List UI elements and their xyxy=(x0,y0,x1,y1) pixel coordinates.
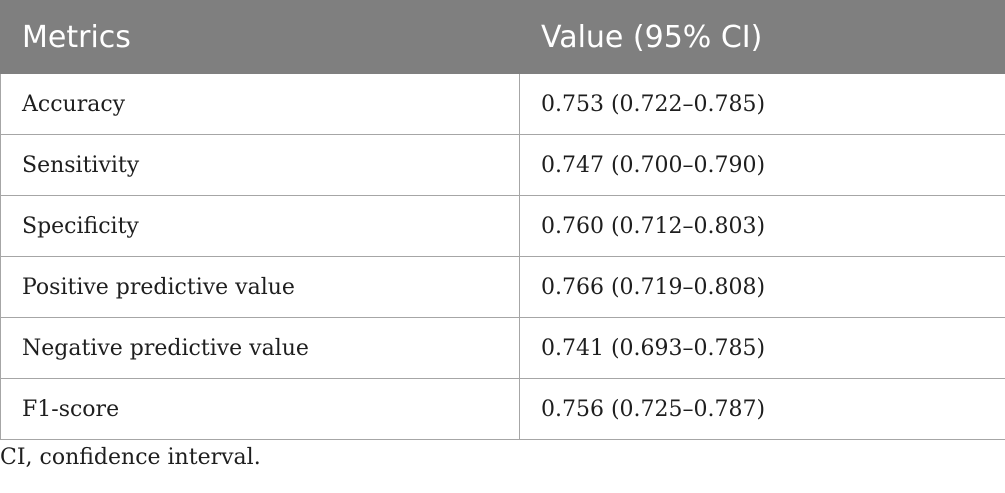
metric-cell: Accuracy xyxy=(0,73,520,135)
table-row: F1-score 0.756 (0.725–0.787) xyxy=(0,378,1005,440)
value-cell: 0.760 (0.712–0.803) xyxy=(519,195,1005,257)
table-row: Negative predictive value 0.741 (0.693–0… xyxy=(0,317,1005,379)
table-footnote: CI, confidence interval. xyxy=(0,445,261,470)
table-row: Sensitivity 0.747 (0.700–0.790) xyxy=(0,134,1005,196)
metric-cell: Specificity xyxy=(0,195,520,257)
table-header: Metrics Value (95% CI) xyxy=(0,0,1005,74)
metric-cell: F1-score xyxy=(0,378,520,440)
header-row: Metrics Value (95% CI) xyxy=(0,0,1005,74)
value-cell: 0.741 (0.693–0.785) xyxy=(519,317,1005,379)
value-cell: 0.747 (0.700–0.790) xyxy=(519,134,1005,196)
metrics-table: Metrics Value (95% CI) Accuracy 0.753 (0… xyxy=(0,0,1005,440)
table-row: Positive predictive value 0.766 (0.719–0… xyxy=(0,256,1005,318)
table-body: Accuracy 0.753 (0.722–0.785) Sensitivity… xyxy=(0,73,1005,440)
metric-cell: Negative predictive value xyxy=(0,317,520,379)
metric-cell: Sensitivity xyxy=(0,134,520,196)
value-cell: 0.766 (0.719–0.808) xyxy=(519,256,1005,318)
metrics-table-container: Metrics Value (95% CI) Accuracy 0.753 (0… xyxy=(0,0,1005,440)
value-cell: 0.756 (0.725–0.787) xyxy=(519,378,1005,440)
header-metrics: Metrics xyxy=(0,0,520,74)
table-row: Accuracy 0.753 (0.722–0.785) xyxy=(0,73,1005,135)
value-cell: 0.753 (0.722–0.785) xyxy=(519,73,1005,135)
header-value: Value (95% CI) xyxy=(519,0,1005,74)
table-row: Specificity 0.760 (0.712–0.803) xyxy=(0,195,1005,257)
metric-cell: Positive predictive value xyxy=(0,256,520,318)
